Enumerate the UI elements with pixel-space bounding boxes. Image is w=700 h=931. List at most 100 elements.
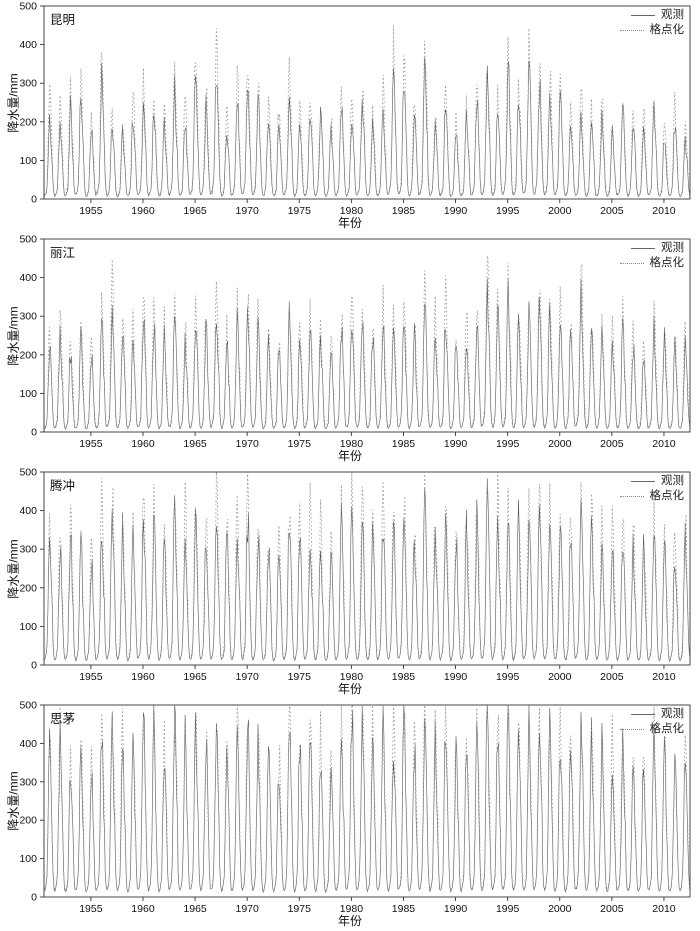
x-tick-label: 1975: [288, 671, 312, 683]
station-label: 思茅: [50, 712, 76, 726]
y-tick-label: 400: [19, 39, 37, 51]
gridded-line: [44, 25, 691, 198]
precip-chart-svg-tengchong: 0 100 200 300 400 500 1955 1960 1965 1970 1975 1980…: [19, 467, 691, 683]
axis-frame: [43, 471, 691, 666]
dotted-line-icon: [619, 496, 644, 497]
dotted-line-icon: [619, 263, 644, 264]
x-tick-label: 1955: [79, 671, 103, 683]
x-tick-label: 1975: [288, 903, 312, 915]
x-axis-title: 年份: [337, 216, 363, 230]
x-tick-label: 1965: [183, 671, 207, 683]
x-tick-label: 1985: [392, 438, 416, 450]
x-tick-label: 2010: [652, 205, 676, 217]
y-axis-title: 降水量/mm: [6, 771, 21, 831]
chart-panel-simao: 0 100 200 300 400 500 1955 1960 1965 1970 1975 1980…: [0, 699, 700, 931]
x-tick-label: 2000: [548, 438, 572, 450]
x-tick-label: 1960: [131, 903, 155, 915]
station-label: 腾冲: [50, 479, 76, 493]
solid-line-icon: [631, 15, 655, 16]
x-tick-label: 1995: [496, 671, 520, 683]
x-tick-label: 1975: [288, 438, 312, 450]
x-tick-label: 1990: [444, 205, 468, 217]
y-tick-label: 200: [19, 349, 37, 361]
y-tick-label: 100: [19, 621, 37, 633]
x-tick-label: 2010: [652, 671, 676, 683]
chart-panel-lijiang: 0 100 200 300 400 500 1955 1960 1965 1970 1975 1980…: [0, 233, 700, 466]
x-axis-title: 年份: [337, 914, 363, 928]
legend: 观测 格点化: [619, 241, 685, 271]
x-tick-label: 1960: [131, 205, 155, 217]
x-tick-label: 1980: [340, 903, 364, 915]
x-tick-label: 1970: [235, 205, 259, 217]
precip-chart-svg-simao: 0 100 200 300 400 500 1955 1960 1965 1970 1975 1980…: [19, 700, 691, 915]
legend-label: 观测: [661, 708, 684, 720]
x-axis-title: 年份: [337, 449, 363, 463]
y-tick-label: 200: [19, 116, 37, 128]
x-tick-label: 1990: [444, 671, 468, 683]
x-tick-label: 2005: [600, 671, 624, 683]
x-tick-label: 1985: [392, 903, 416, 915]
y-tick-label: 100: [19, 388, 37, 400]
solid-line-icon: [631, 481, 655, 482]
y-tick-label: 400: [19, 272, 37, 284]
legend-label: 格点化: [649, 257, 685, 269]
x-tick-label: 1960: [131, 438, 155, 450]
x-tick-label: 2005: [600, 903, 624, 915]
axis-frame: [43, 704, 691, 898]
y-tick-label: 200: [19, 815, 37, 827]
y-axis-title: 降水量/mm: [6, 72, 21, 133]
x-tick-label: 1965: [183, 438, 207, 450]
x-tick-label: 1985: [392, 671, 416, 683]
x-tick-label: 1985: [392, 205, 416, 217]
x-tick-label: 2000: [548, 903, 572, 915]
legend: 观测 格点化: [619, 8, 685, 38]
x-tick-label: 1995: [496, 438, 520, 450]
gridded-line: [44, 255, 691, 430]
y-tick-label: 400: [19, 738, 37, 750]
y-tick-label: 0: [31, 194, 37, 206]
legend-label: 观测: [661, 475, 684, 487]
y-tick-label: 100: [19, 853, 37, 865]
legend-label: 观测: [661, 9, 684, 21]
legend-item-gridded: 格点化: [619, 23, 685, 38]
x-tick-label: 1955: [79, 903, 103, 915]
x-tick-label: 2010: [652, 438, 676, 450]
y-tick-label: 300: [19, 544, 37, 556]
legend-label: 格点化: [649, 24, 685, 36]
observed-line: [44, 478, 690, 663]
x-tick-label: 1955: [79, 205, 103, 217]
x-tick-label: 2000: [548, 205, 572, 217]
dotted-line-icon: [619, 30, 644, 31]
legend-item-gridded: 格点化: [619, 489, 684, 504]
dotted-line-icon: [619, 729, 644, 730]
x-tick-label: 2005: [600, 205, 624, 217]
y-tick-label: 300: [19, 78, 37, 90]
x-tick-label: 1995: [496, 205, 520, 217]
solid-line-icon: [631, 714, 655, 715]
y-tick-label: 500: [19, 234, 37, 246]
x-tick-label: 1970: [235, 671, 259, 683]
x-tick-label: 1955: [79, 438, 103, 450]
x-axis-title: 年份: [337, 682, 363, 696]
legend-item-observed: 观测: [620, 241, 684, 256]
axis-frame: [43, 238, 691, 433]
x-tick-label: 1975: [288, 205, 312, 217]
y-tick-label: 0: [31, 892, 37, 904]
x-tick-label: 1980: [340, 671, 364, 683]
y-tick-label: 0: [31, 660, 37, 672]
legend: 观测 格点化: [619, 707, 685, 737]
axis-frame: [43, 5, 691, 200]
station-label: 丽江: [50, 246, 76, 260]
y-tick-label: 500: [19, 1, 37, 13]
x-tick-label: 1980: [340, 205, 364, 217]
y-tick-label: 300: [19, 776, 37, 788]
x-tick-label: 1965: [183, 205, 207, 217]
x-tick-label: 1965: [183, 903, 207, 915]
y-tick-label: 400: [19, 505, 37, 517]
y-tick-label: 100: [19, 155, 37, 167]
y-tick-label: 200: [19, 582, 37, 594]
y-tick-label: 0: [31, 427, 37, 439]
legend-label: 格点化: [649, 723, 685, 735]
x-tick-label: 1970: [235, 438, 259, 450]
